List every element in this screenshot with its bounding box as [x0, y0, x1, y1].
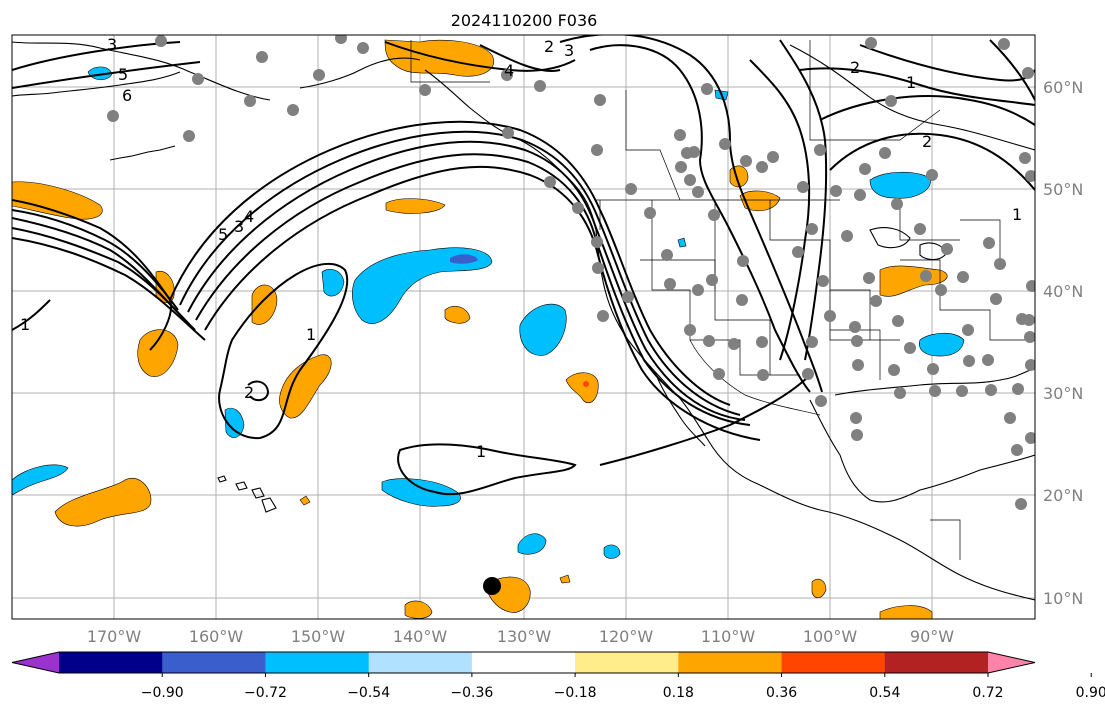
lon-label: 130°W — [497, 627, 552, 646]
contour-label: 2 — [544, 37, 554, 56]
lon-label: 140°W — [393, 627, 448, 646]
contour-label: 3 — [564, 41, 574, 60]
colorbar-segment — [471, 652, 576, 673]
contour-label: 6 — [122, 86, 132, 105]
colorbar-segment — [781, 652, 886, 673]
station-dots — [107, 35, 1035, 510]
contour-label: 1 — [476, 442, 486, 461]
contour-label: 4 — [244, 207, 254, 226]
lon-label: 160°W — [189, 627, 244, 646]
colorbar-segment — [265, 652, 370, 673]
map-frame — [11, 34, 1036, 620]
contour-label: 2 — [850, 58, 860, 77]
contour-label: 4 — [504, 61, 514, 80]
lat-label: 30°N — [1043, 384, 1083, 403]
contour-label: 1 — [906, 73, 916, 92]
colorbar-segment — [575, 652, 679, 673]
contour-label: 1 — [1012, 205, 1022, 224]
contour-label: 5 — [218, 225, 228, 244]
lat-label: 10°N — [1043, 589, 1083, 608]
latitude-labels: 60°N 50°N 40°N 30°N 20°N 10°N — [1043, 78, 1083, 608]
lon-label: 100°W — [803, 627, 858, 646]
colorbar-tick-label: 0.18 — [663, 685, 694, 701]
lon-label: 150°W — [291, 627, 346, 646]
colorbar-segment — [884, 652, 989, 673]
contour-label: 1 — [306, 325, 316, 344]
colorbar-extend-min — [12, 652, 59, 673]
contour-lines — [12, 35, 1035, 496]
map-title: 2024110200 F036 — [451, 11, 598, 30]
colorbar-tick-label: −0.72 — [244, 685, 287, 701]
coastlines — [12, 41, 1035, 601]
colorbar-tick-label: −0.90 — [141, 685, 184, 701]
storm-center-marker — [483, 577, 501, 595]
lon-label: 120°W — [599, 627, 654, 646]
colorbar-segment — [678, 652, 783, 673]
lon-label: 110°W — [701, 627, 756, 646]
colorbar-segment — [59, 652, 163, 673]
contour-label: 1 — [20, 315, 30, 334]
negative-anomaly-areas — [12, 66, 965, 559]
colorbar: −0.90 −0.72 −0.54 −0.36 −0.18 0.18 0.36 0.54 0.7… — [11, 651, 1105, 701]
strong-positive-anomaly-areas — [583, 381, 589, 387]
colorbar-outline — [11, 651, 1036, 674]
contour-label: 5 — [118, 65, 128, 84]
lon-label: 90°W — [910, 627, 954, 646]
lat-label: 20°N — [1043, 486, 1083, 505]
lat-label: 60°N — [1043, 78, 1083, 97]
colorbar-tick-label: 0.36 — [766, 685, 797, 701]
contour-label: 2 — [922, 132, 932, 151]
contour-label: 3 — [234, 217, 244, 236]
colorbar-extend-max — [988, 652, 1035, 673]
colorbar-segment — [368, 652, 473, 673]
contour-label: 3 — [107, 35, 117, 54]
political-borders — [410, 40, 1035, 560]
lat-label: 40°N — [1043, 282, 1083, 301]
colorbar-tick-label: 0.72 — [972, 685, 1003, 701]
colorbar-tick-label: −0.18 — [554, 685, 597, 701]
lat-label: 50°N — [1043, 180, 1083, 199]
contour-label: 2 — [244, 383, 254, 402]
lon-label: 170°W — [87, 627, 142, 646]
colorbar-segment — [162, 652, 266, 673]
colorbar-tick-label: 0.90 — [1076, 685, 1105, 701]
strong-negative-anomaly-areas — [450, 254, 478, 264]
colorbar-tick-label: −0.54 — [347, 685, 390, 701]
longitude-labels: 170°W 160°W 150°W 140°W 130°W 120°W 110°… — [87, 627, 954, 646]
colorbar-tick-label: −0.36 — [450, 685, 493, 701]
colorbar-tick-label: 0.54 — [869, 685, 900, 701]
contour-labels: 3 5 6 1 5 3 4 1 2 1 2 3 4 2 1 2 1 — [20, 35, 1022, 461]
map-panel — [12, 35, 1035, 619]
